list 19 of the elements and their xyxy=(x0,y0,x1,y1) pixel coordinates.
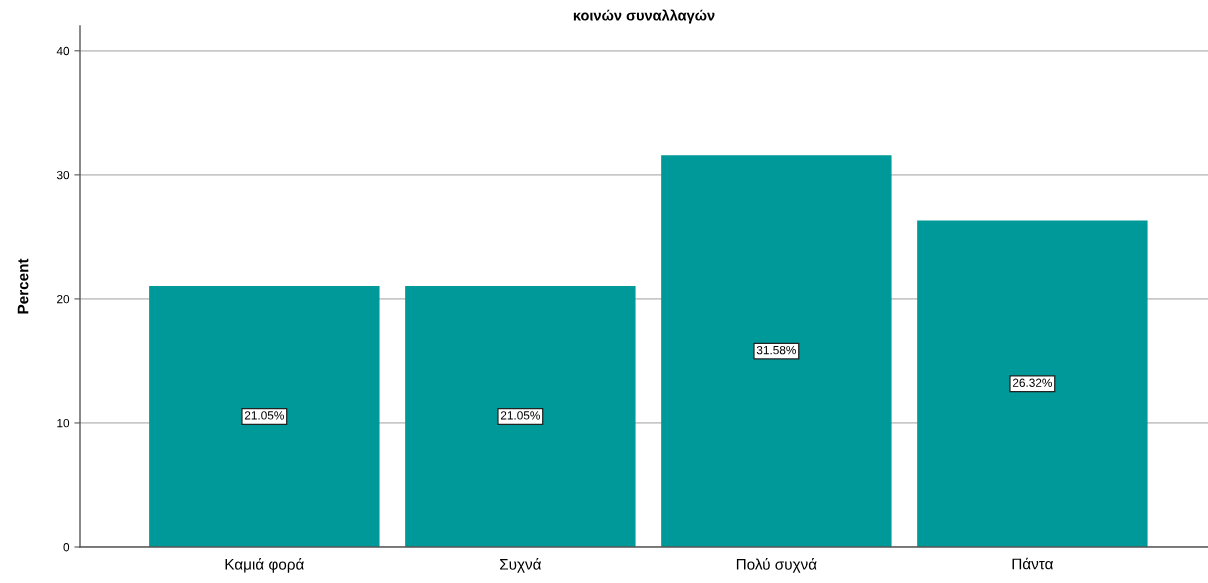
chart-title: κοινών συναλλαγών xyxy=(573,9,715,24)
y-tick-label: 0 xyxy=(63,543,70,552)
data-label: 31.58% xyxy=(756,345,796,355)
data-label: 26.32% xyxy=(1012,378,1052,387)
bar xyxy=(405,285,636,547)
bar xyxy=(917,220,1148,547)
y-axis-title: Percent xyxy=(17,258,29,314)
y-tick-label: 30 xyxy=(56,170,70,180)
data-label: 21.05% xyxy=(244,411,284,420)
x-tick-label: Καμιά φορά xyxy=(225,558,304,573)
bar xyxy=(661,155,892,547)
data-label: 21.05% xyxy=(500,411,540,420)
x-tick-label: Πολύ συχνά xyxy=(736,558,817,573)
bar xyxy=(149,285,380,547)
x-tick-label: Συχνά xyxy=(500,558,542,573)
y-tick-label: 40 xyxy=(56,46,70,56)
y-tick-label: 20 xyxy=(57,294,70,304)
y-tick-label: 10 xyxy=(57,418,70,428)
x-tick-label: Πάντα xyxy=(1012,557,1054,570)
